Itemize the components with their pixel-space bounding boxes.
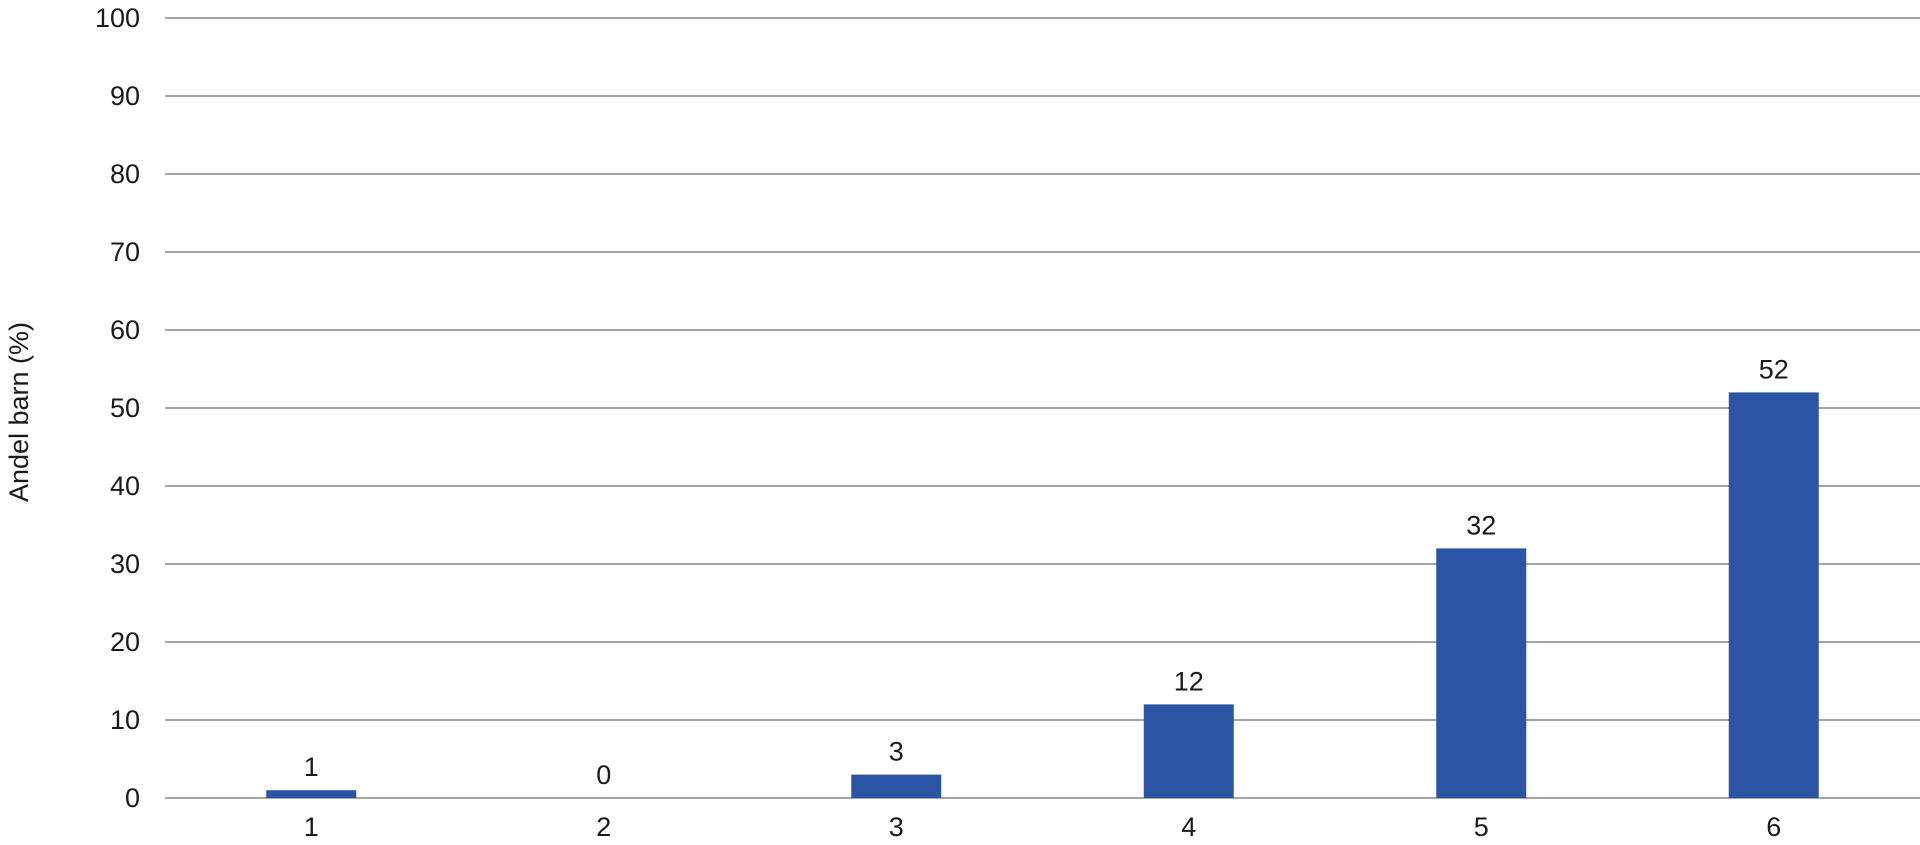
gridlines: [165, 17, 1920, 799]
x-tick-label-4: 4: [1181, 812, 1196, 842]
y-axis-ticks: 0 10 20 30 40 50 60 70 80 90 100: [95, 3, 140, 813]
x-tick-label-2: 2: [596, 812, 611, 842]
bar-6: [1728, 392, 1819, 798]
y-tick-label: 80: [110, 159, 140, 189]
bar-5: [1436, 548, 1527, 798]
x-axis-ticks: 1 2 3 4 5 6: [304, 812, 1782, 842]
data-label-6: 52: [1759, 354, 1789, 384]
y-tick-label: 0: [125, 783, 140, 813]
y-tick-label: 10: [110, 705, 140, 735]
y-tick-label: 30: [110, 549, 140, 579]
bar-1: [266, 790, 357, 798]
y-tick-label: 50: [110, 393, 140, 423]
bar-3: [851, 774, 942, 798]
x-tick-label-1: 1: [304, 812, 319, 842]
y-tick-label: 100: [95, 3, 140, 33]
x-tick-label-6: 6: [1766, 812, 1781, 842]
y-tick-label: 20: [110, 627, 140, 657]
data-label-2: 0: [596, 760, 611, 790]
y-tick-label: 90: [110, 81, 140, 111]
data-label-3: 3: [889, 737, 904, 767]
y-tick-label: 60: [110, 315, 140, 345]
data-label-1: 1: [304, 752, 319, 782]
bar-4: [1143, 704, 1234, 798]
y-tick-label: 40: [110, 471, 140, 501]
data-labels: 1 0 3 12 32 52: [304, 354, 1789, 790]
y-tick-label: 70: [110, 237, 140, 267]
x-tick-label-5: 5: [1474, 812, 1489, 842]
data-label-4: 12: [1174, 666, 1204, 696]
y-axis-label: Andel barn (%): [4, 322, 34, 502]
x-tick-label-3: 3: [889, 812, 904, 842]
bars: [266, 392, 1819, 798]
data-label-5: 32: [1466, 510, 1496, 540]
